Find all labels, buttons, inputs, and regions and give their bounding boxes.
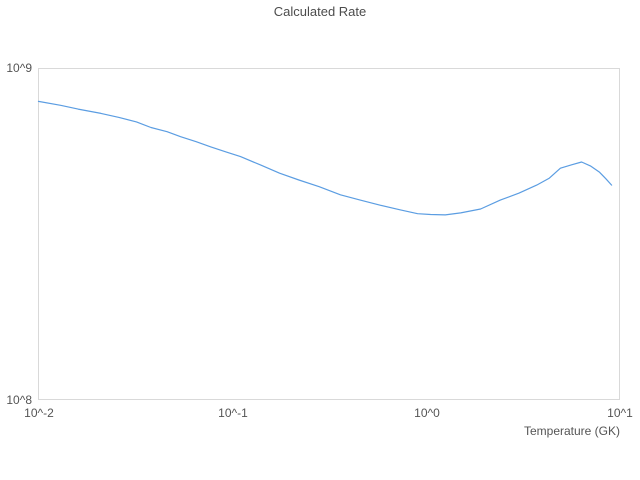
y-tick-1e9: 10^9 (6, 61, 32, 75)
x-tick-1e-2: 10^-2 (24, 406, 54, 420)
y-tick-1e8: 10^8 (6, 393, 32, 407)
x-axis-label: Temperature (GK) (523, 424, 620, 438)
plot-area (38, 68, 620, 400)
x-tick-1e0: 10^0 (414, 406, 440, 420)
x-tick-1e1: 10^1 (607, 406, 633, 420)
x-tick-1e-1: 10^-1 (218, 406, 248, 420)
chart-title: Calculated Rate (273, 4, 367, 19)
